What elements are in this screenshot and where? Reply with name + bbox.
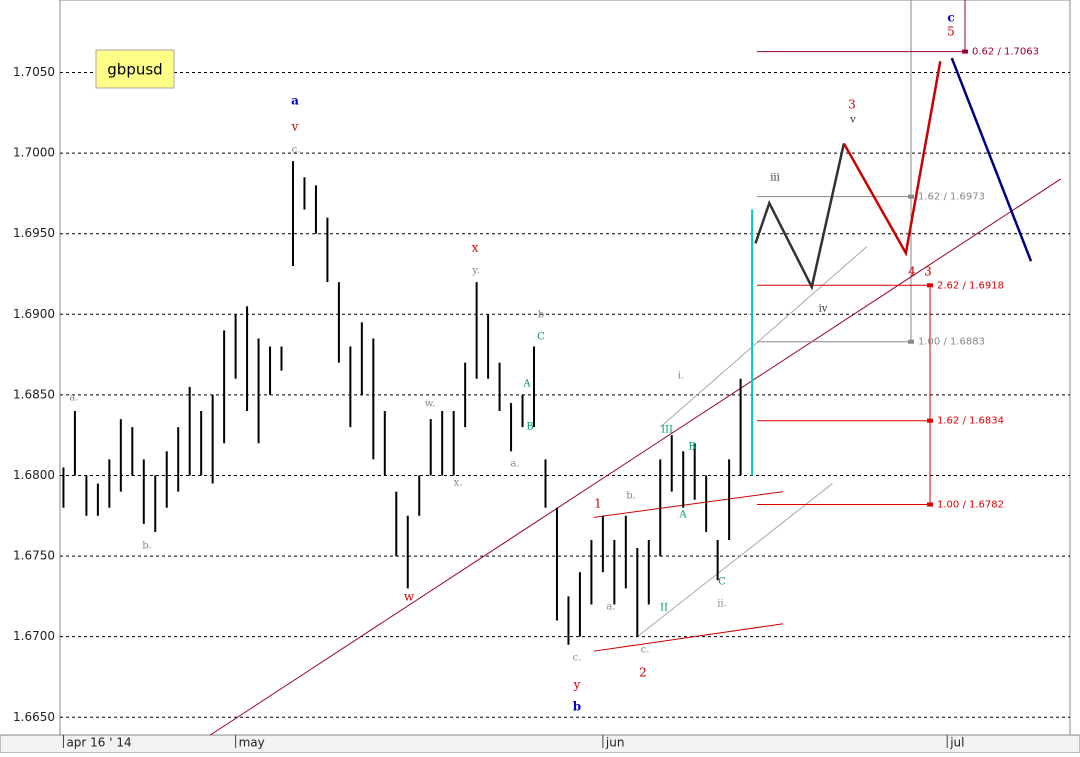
wave-label: 3 — [924, 265, 932, 279]
y-tick-label: 1.6900 — [13, 307, 55, 321]
fib-label: 2.62 / 1.6918 — [937, 280, 1004, 291]
wave-label: 4 — [908, 265, 916, 279]
y-tick-label: 1.6800 — [13, 468, 55, 482]
fib-marker — [927, 418, 933, 423]
x-tick-label: may — [239, 736, 265, 750]
plot-area — [59, 0, 1071, 736]
fib-label: 0.62 / 1.7063 — [972, 47, 1039, 58]
wave-label: b. — [626, 491, 636, 502]
wave-label: C — [718, 577, 726, 588]
wave-label: iv — [819, 304, 828, 315]
wave-label: v — [291, 120, 299, 134]
wave-label: b — [573, 700, 581, 714]
trend-line — [593, 491, 784, 518]
wave-label: c. — [641, 645, 650, 656]
trend-line — [593, 623, 784, 652]
wave-label: i. — [678, 371, 684, 382]
projection-line — [754, 143, 846, 291]
wave-label: c. — [292, 145, 301, 156]
x-tick-label: jun — [605, 736, 625, 750]
wave-label: v — [849, 115, 856, 126]
y-tick-label: 1.6700 — [13, 629, 55, 643]
y-tick-label: 1.6850 — [13, 387, 55, 401]
fib-marker — [927, 502, 933, 507]
fib-label: 1.62 / 1.6834 — [937, 416, 1004, 427]
x-tick-label: jul — [949, 736, 964, 750]
wave-label: w. — [425, 399, 436, 410]
wave-label: C — [537, 332, 545, 343]
fib-marker — [908, 194, 914, 199]
wave-label: A — [678, 510, 687, 521]
wave-label: B — [688, 442, 695, 453]
y-tick-label: 1.6650 — [13, 710, 55, 724]
wave-label: B — [526, 422, 533, 433]
wave-label: y — [573, 678, 581, 692]
wave-label: a. — [606, 602, 615, 613]
fib-label: 1.00 / 1.6883 — [918, 337, 985, 348]
wave-label: 2 — [639, 666, 647, 680]
wave-label: x — [472, 241, 479, 255]
projection-line — [950, 57, 1033, 262]
x-axis-strip — [0, 734, 1080, 754]
trend-line — [659, 246, 868, 428]
chart-layer: 0.62 / 1.7063 1.62 / 1.6973 2.62 / 1.6918 1… — [60, 11, 1070, 736]
projection-line — [842, 61, 942, 257]
trend-line — [636, 483, 833, 638]
wave-label: a. — [69, 393, 78, 404]
fib-marker — [908, 339, 914, 344]
wave-label: 1 — [594, 497, 602, 511]
y-tick-label: 1.7000 — [13, 146, 55, 160]
wave-label: 3 — [848, 98, 856, 112]
wave-label: b. — [142, 541, 152, 552]
wave-label: a. — [510, 459, 519, 470]
wave-label: y. — [471, 266, 480, 277]
wave-label: III — [661, 425, 673, 436]
wave-label: A — [522, 379, 531, 390]
x-tick-label: apr 16 ' 14 — [66, 736, 131, 750]
wave-label: ii. — [717, 599, 727, 610]
wave-label: iii — [770, 173, 780, 184]
symbol-box — [95, 49, 175, 89]
wave-label: x. — [454, 478, 463, 489]
y-tick-label: 1.6950 — [13, 226, 55, 240]
fib-label: 1.00 / 1.6782 — [937, 500, 1004, 511]
y-tick-label: 1.6750 — [13, 549, 55, 563]
y-tick-label: 1.7050 — [13, 65, 55, 79]
fib-marker — [962, 49, 968, 54]
fib-marker — [927, 283, 933, 288]
wave-label: a — [291, 94, 299, 108]
symbol: gbpusd — [107, 61, 162, 79]
trend-line — [210, 178, 1062, 736]
wave-label: c — [947, 11, 954, 25]
fib-label: 1.62 / 1.6973 — [918, 192, 985, 203]
wave-label: c. — [573, 653, 582, 664]
wave-label: II — [660, 603, 668, 614]
wave-label: b — [538, 310, 544, 321]
wave-label: 5 — [947, 25, 955, 39]
wave-label: w — [404, 590, 415, 604]
